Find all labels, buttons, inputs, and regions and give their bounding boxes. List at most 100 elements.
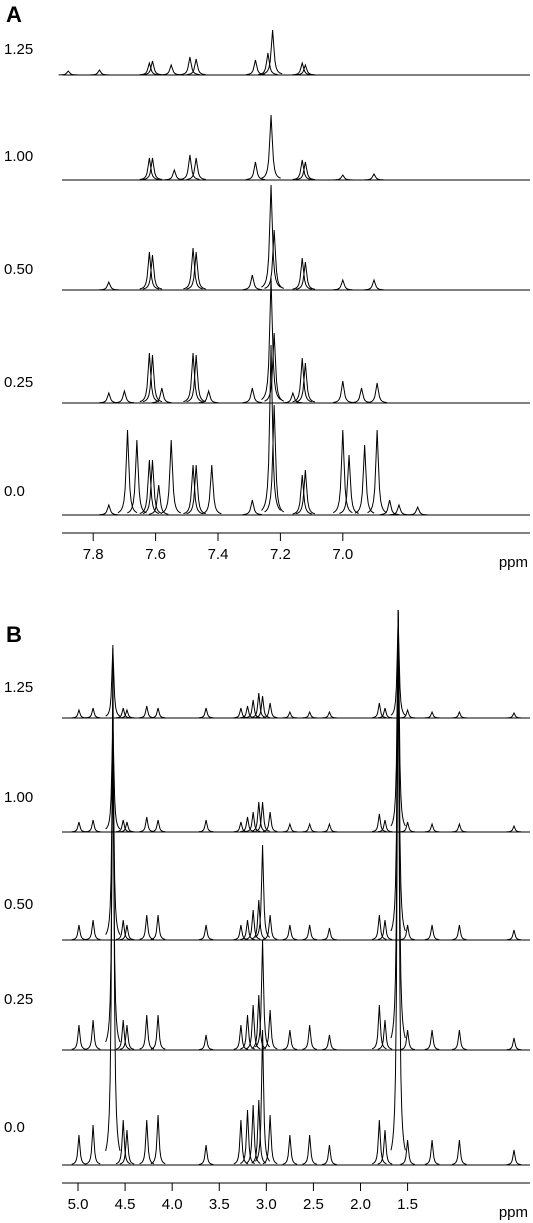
peak bbox=[390, 609, 406, 1039]
peak bbox=[261, 184, 281, 288]
peak bbox=[372, 702, 387, 719]
peak bbox=[198, 707, 214, 719]
peak bbox=[302, 1024, 317, 1050]
peak bbox=[400, 924, 415, 941]
peak bbox=[161, 63, 181, 76]
peak bbox=[282, 924, 298, 941]
peak bbox=[99, 280, 119, 291]
x-tick-label: 4.0 bbox=[162, 1196, 183, 1213]
x-tick-label: 7.8 bbox=[83, 546, 104, 563]
peak bbox=[339, 454, 359, 514]
x-tick-label: 7.4 bbox=[208, 546, 229, 563]
peak bbox=[424, 1029, 440, 1050]
peak bbox=[400, 821, 415, 833]
peak bbox=[198, 819, 214, 833]
peak bbox=[322, 710, 337, 719]
peak bbox=[262, 702, 278, 719]
peak bbox=[424, 1139, 440, 1165]
peak bbox=[322, 822, 337, 833]
peak bbox=[142, 254, 163, 290]
peak bbox=[282, 822, 298, 833]
series-label: 1.25 bbox=[4, 679, 33, 696]
peak bbox=[292, 257, 312, 290]
peak bbox=[261, 277, 281, 401]
peak bbox=[295, 362, 316, 403]
peak bbox=[379, 499, 400, 516]
peak bbox=[142, 157, 163, 180]
x-tick-label: 7.6 bbox=[145, 546, 166, 563]
peak bbox=[242, 274, 262, 291]
peak bbox=[262, 811, 278, 832]
peak bbox=[282, 710, 298, 719]
peak bbox=[245, 909, 261, 940]
peak bbox=[240, 1109, 255, 1164]
peak bbox=[302, 924, 317, 941]
peak bbox=[114, 389, 135, 404]
peak bbox=[186, 251, 206, 290]
peak bbox=[117, 429, 138, 514]
peak bbox=[506, 824, 522, 833]
peak bbox=[139, 914, 155, 940]
peak bbox=[408, 505, 428, 516]
peak bbox=[262, 914, 278, 940]
peak bbox=[99, 391, 119, 404]
peak bbox=[105, 644, 121, 1152]
peak bbox=[377, 919, 393, 940]
peak bbox=[198, 389, 219, 404]
peak bbox=[202, 464, 222, 515]
x-tick-label: 3.0 bbox=[256, 1196, 277, 1213]
peak bbox=[119, 708, 135, 719]
peak bbox=[150, 914, 166, 940]
peak bbox=[295, 161, 316, 181]
peak bbox=[400, 1139, 415, 1165]
peak bbox=[302, 710, 317, 719]
x-tick-label: 2.0 bbox=[350, 1196, 371, 1213]
peak bbox=[164, 168, 184, 181]
peak bbox=[424, 924, 440, 941]
peak bbox=[198, 1144, 214, 1165]
peak bbox=[150, 1114, 166, 1165]
peak bbox=[264, 229, 284, 289]
peak bbox=[377, 1019, 393, 1050]
peak bbox=[332, 429, 353, 514]
peak bbox=[85, 1124, 101, 1165]
peak bbox=[245, 161, 266, 181]
peak bbox=[142, 60, 163, 76]
peak bbox=[264, 404, 285, 513]
x-tick-label: 1.5 bbox=[397, 1196, 418, 1213]
peak bbox=[71, 708, 87, 719]
peak bbox=[71, 1024, 87, 1050]
peak bbox=[245, 1104, 261, 1164]
series-label: 0.50 bbox=[4, 261, 33, 278]
panel-label: B bbox=[6, 622, 22, 647]
peak bbox=[377, 1129, 393, 1165]
x-tick-label: 7.0 bbox=[332, 546, 353, 563]
peak bbox=[183, 352, 203, 403]
peak bbox=[251, 994, 267, 1049]
peak bbox=[367, 429, 387, 514]
peak bbox=[506, 1037, 522, 1051]
peak bbox=[127, 439, 147, 514]
peak bbox=[333, 278, 353, 291]
peak bbox=[71, 821, 87, 833]
x-tick-label: 2.5 bbox=[303, 1196, 324, 1213]
peak bbox=[354, 444, 375, 514]
peak bbox=[245, 59, 266, 76]
peak bbox=[390, 619, 406, 1151]
series-label: 1.25 bbox=[4, 41, 33, 58]
peak bbox=[85, 707, 101, 719]
peak bbox=[262, 1114, 278, 1165]
peak bbox=[371, 1119, 387, 1165]
peak bbox=[115, 819, 131, 833]
peak bbox=[258, 52, 278, 75]
peak bbox=[180, 154, 200, 180]
peak bbox=[364, 172, 384, 181]
peak bbox=[186, 157, 206, 180]
peak bbox=[85, 1019, 101, 1050]
peak bbox=[261, 114, 281, 179]
peak bbox=[115, 919, 131, 940]
peak bbox=[139, 459, 160, 514]
series-label: 0.0 bbox=[4, 1119, 25, 1136]
x-axis-label: ppm bbox=[499, 554, 528, 571]
peak bbox=[150, 1014, 166, 1050]
